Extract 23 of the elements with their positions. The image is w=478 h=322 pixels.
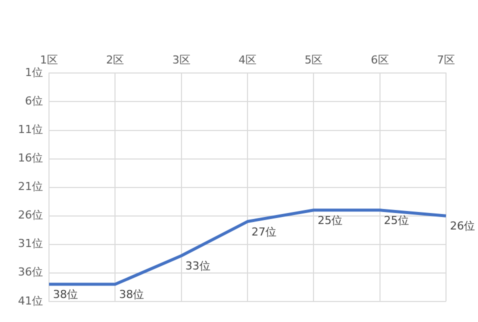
x-tick-label: 3区 xyxy=(172,53,190,66)
data-label: 26位 xyxy=(450,220,475,233)
data-label: 38位 xyxy=(52,288,78,302)
y-tick-label: 21位 xyxy=(18,180,43,194)
x-tick-label: 4区 xyxy=(238,53,256,66)
data-label: 25位 xyxy=(384,214,409,227)
data-label: 33位 xyxy=(185,260,210,273)
y-tick-label: 1位 xyxy=(24,66,43,80)
y-tick-label: 16位 xyxy=(18,152,43,165)
x-tick-label: 6区 xyxy=(370,53,389,66)
x-tick-label: 5区 xyxy=(304,53,323,66)
x-tick-label: 1区 xyxy=(40,53,58,66)
data-label: 38位 xyxy=(119,288,144,302)
data-label: 25位 xyxy=(318,214,343,227)
x-tick-label: 7区 xyxy=(437,53,455,66)
data-label: 27位 xyxy=(252,225,276,238)
y-tick-label: 26位 xyxy=(18,208,43,222)
y-tick-label: 6位 xyxy=(24,94,43,108)
x-tick-label: 2区 xyxy=(106,53,124,66)
y-tick-label: 11位 xyxy=(18,123,43,136)
y-tick-label: 41位 xyxy=(18,294,43,308)
y-tick-label: 31位 xyxy=(18,237,43,250)
y-tick-label: 36位 xyxy=(18,266,43,279)
